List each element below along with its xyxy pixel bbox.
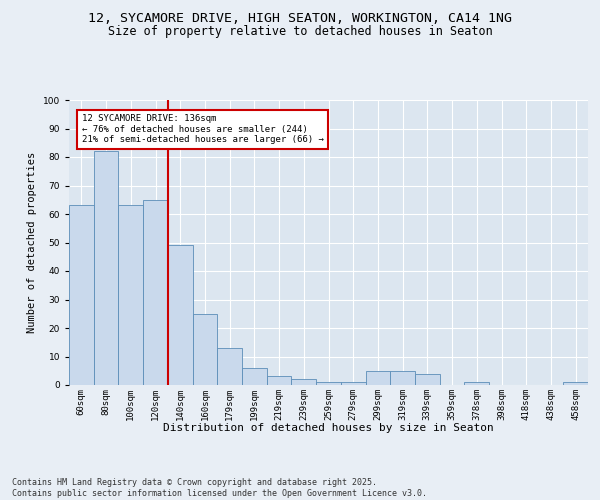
Bar [464,382,489,385]
Text: 12 SYCAMORE DRIVE: 136sqm
← 76% of detached houses are smaller (244)
21% of semi: 12 SYCAMORE DRIVE: 136sqm ← 76% of detac… [82,114,324,144]
X-axis label: Distribution of detached houses by size in Seaton: Distribution of detached houses by size … [163,423,494,433]
Bar [316,382,341,385]
Bar [267,376,292,385]
Bar [193,314,217,385]
Bar [242,368,267,385]
Y-axis label: Number of detached properties: Number of detached properties [27,152,37,333]
Text: 12, SYCAMORE DRIVE, HIGH SEATON, WORKINGTON, CA14 1NG: 12, SYCAMORE DRIVE, HIGH SEATON, WORKING… [88,12,512,26]
Bar [365,371,390,385]
Bar [292,380,316,385]
Text: Contains HM Land Registry data © Crown copyright and database right 2025.
Contai: Contains HM Land Registry data © Crown c… [12,478,427,498]
Bar [390,371,415,385]
Bar [118,206,143,385]
Bar [168,246,193,385]
Bar [341,382,365,385]
Bar [415,374,440,385]
Bar [217,348,242,385]
Bar [94,152,118,385]
Bar [69,206,94,385]
Text: Size of property relative to detached houses in Seaton: Size of property relative to detached ho… [107,25,493,38]
Bar [563,382,588,385]
Bar [143,200,168,385]
